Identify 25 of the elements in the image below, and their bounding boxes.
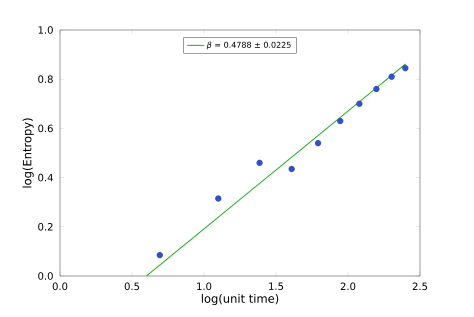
y-tick-label: 1.0: [38, 26, 53, 34]
y-tick-label: 0.0: [38, 272, 53, 280]
point: [314, 140, 322, 146]
y-tick-label: 0.8: [38, 75, 53, 83]
point: [388, 74, 395, 80]
y-tick-label: 0.4: [38, 174, 53, 182]
x-tick-label: 1.0: [197, 282, 212, 290]
x-tick-label: 1.5: [269, 282, 284, 290]
y-axis-title: log(Entropy): [22, 118, 34, 188]
point: [156, 252, 163, 258]
point: [373, 86, 380, 92]
point: [256, 160, 263, 166]
legend-label: β = 0.4788 ± 0.0225: [206, 42, 291, 50]
point: [215, 195, 222, 202]
point: [337, 118, 344, 124]
point: [356, 100, 363, 107]
x-tick-label: 2.0: [340, 282, 356, 290]
y-tick-label: 0.6: [38, 124, 53, 132]
y-tick-label: 0.2: [38, 223, 52, 231]
x-axis-title: log(unit time): [202, 294, 278, 306]
x-tick-label: 0.0: [52, 282, 68, 290]
point: [288, 166, 295, 172]
point: [402, 64, 408, 72]
x-tick-label: 0.5: [124, 282, 140, 290]
x-tick-label: 2.5: [412, 282, 428, 290]
